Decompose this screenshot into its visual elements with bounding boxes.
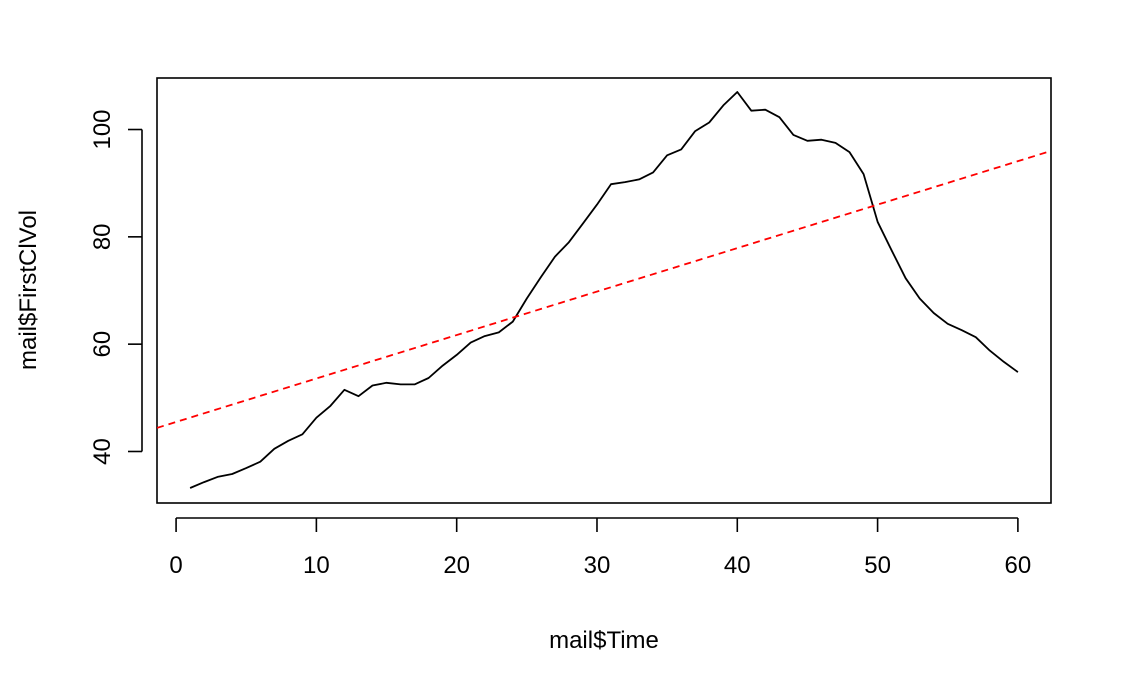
x-tick-label: 30 <box>584 552 611 579</box>
x-axis-title: mail$Time <box>549 627 659 654</box>
x-tick-label: 0 <box>169 552 182 579</box>
y-axis-title: mail$FirstClVol <box>15 210 42 370</box>
x-tick-label: 10 <box>303 552 330 579</box>
x-axis: 0 10 20 30 40 50 60 <box>169 517 1032 579</box>
y-tick-label: 60 <box>89 331 116 358</box>
x-tick-label: 50 <box>864 552 891 579</box>
series-line <box>189 91 1019 489</box>
plot-box <box>156 77 1052 504</box>
y-tick-label: 100 <box>89 109 116 149</box>
x-tick-label: 20 <box>443 552 470 579</box>
x-tick-label: 40 <box>724 552 751 579</box>
series-layer <box>157 91 1051 489</box>
y-tick-label: 80 <box>89 223 116 250</box>
x-tick-label: 60 <box>1005 552 1032 579</box>
y-axis: 40 60 80 100 <box>89 109 143 465</box>
trend-line <box>157 150 1051 429</box>
y-tick-label: 40 <box>89 438 116 465</box>
